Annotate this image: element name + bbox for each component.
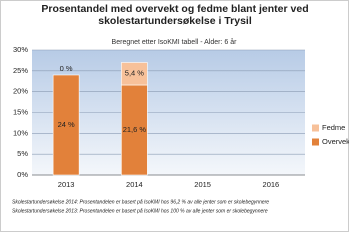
bar-segment	[52, 74, 80, 176]
chart: Beregnet etter IsoKMI tabell - Alder: 6 …	[0, 0, 349, 232]
value-label: 24 %	[58, 120, 75, 129]
legend-label: Overvekt	[322, 137, 349, 146]
bar-segment	[121, 84, 148, 176]
chart-subtitle: Beregnet etter IsoKMI tabell - Alder: 6 …	[112, 38, 238, 46]
x-tick-label: 2015	[194, 180, 211, 189]
y-tick-label: 20%	[13, 87, 28, 96]
y-tick-label: 5%	[17, 149, 28, 158]
x-tick-label: 2016	[263, 180, 280, 189]
y-tick-label: 15%	[13, 107, 28, 116]
value-label: 0 %	[60, 64, 73, 73]
footnote: Skolestartundersøkelse 2013: Prosentande…	[12, 207, 268, 214]
x-tick-label: 2013	[58, 180, 75, 189]
chart-title: Prosentandel med overvekt og fedme blant…	[41, 3, 309, 27]
bar-segment	[121, 62, 148, 86]
page: Beregnet etter IsoKMI tabell - Alder: 6 …	[0, 0, 349, 232]
y-tick-label: 30%	[13, 45, 28, 54]
y-tick-label: 10%	[13, 128, 28, 137]
x-tick-label: 2014	[126, 180, 143, 189]
legend-label: Fedme	[322, 123, 345, 132]
y-tick-label: 0%	[17, 170, 28, 179]
value-label: 5,4 %	[125, 69, 145, 78]
legend-swatch	[312, 124, 319, 132]
chart-frame: Beregnet etter IsoKMI tabell - Alder: 6 …	[0, 0, 349, 232]
legend-swatch	[312, 138, 319, 146]
value-label: 21,6 %	[123, 125, 147, 134]
footnote: Skolestartundersøkelse 2014: Prosentande…	[12, 198, 269, 205]
y-tick-label: 25%	[13, 66, 28, 75]
